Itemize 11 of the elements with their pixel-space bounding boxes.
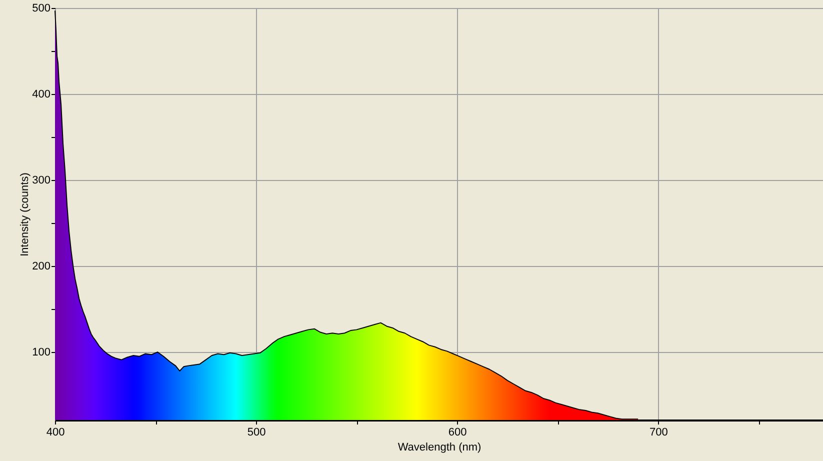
y-tick-label: 100 <box>32 346 50 359</box>
y-tick-label: 300 <box>32 174 50 187</box>
x-tick-label: 700 <box>649 426 668 438</box>
y-axis-title: Intensity (counts) <box>19 172 32 256</box>
y-tick-label: 400 <box>32 88 50 101</box>
x-tick-label: 400 <box>46 426 65 438</box>
x-tick-label: 600 <box>448 426 467 438</box>
y-tick-label: 200 <box>32 260 50 273</box>
x-tick-label: 500 <box>247 426 266 438</box>
x-axis-title: Wavelength (nm) <box>398 442 482 454</box>
y-tick-label: 500 <box>32 2 50 14</box>
